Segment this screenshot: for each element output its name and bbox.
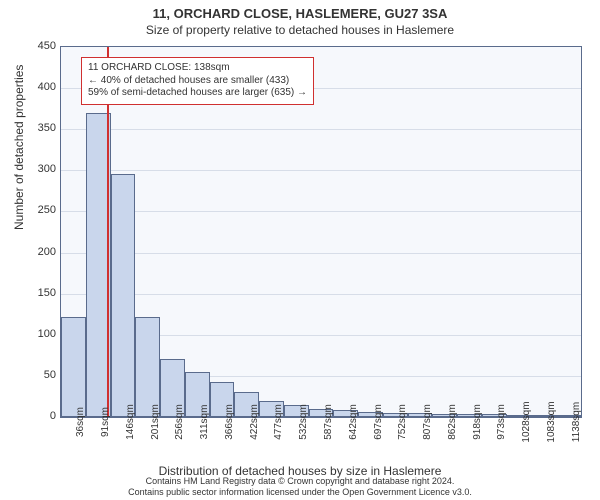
x-tick: 366sqm — [224, 404, 235, 440]
footer-line-2: Contains public sector information licen… — [0, 487, 600, 498]
histogram-bar — [61, 317, 86, 417]
x-tick: 697sqm — [373, 404, 384, 440]
y-tick: 350 — [16, 122, 56, 134]
annotation-line-2: ← 40% of detached houses are smaller (43… — [88, 75, 307, 88]
x-tick: 587sqm — [323, 404, 334, 440]
gridline — [61, 253, 581, 254]
x-tick: 642sqm — [348, 404, 359, 440]
annotation-box: 11 ORCHARD CLOSE: 138sqm ← 40% of detach… — [81, 57, 314, 105]
x-tick: 422sqm — [249, 404, 260, 440]
x-tick: 1083sqm — [546, 401, 557, 442]
annotation-line-3: 59% of semi-detached houses are larger (… — [88, 87, 307, 100]
x-tick: 477sqm — [273, 404, 284, 440]
chart-title: 11, ORCHARD CLOSE, HASLEMERE, GU27 3SA — [0, 0, 600, 21]
x-tick: 532sqm — [298, 404, 309, 440]
footer-line-1: Contains HM Land Registry data © Crown c… — [0, 476, 600, 487]
x-tick: 1028sqm — [521, 401, 532, 442]
y-tick: 50 — [16, 369, 56, 381]
x-tick: 311sqm — [199, 405, 210, 440]
x-tick: 146sqm — [125, 404, 136, 440]
y-tick: 300 — [16, 163, 56, 175]
gridline — [61, 211, 581, 212]
x-tick: 973sqm — [496, 404, 507, 440]
x-tick: 1138sqm — [571, 402, 582, 442]
gridline — [61, 294, 581, 295]
x-tick: 91sqm — [100, 407, 111, 437]
x-tick: 201sqm — [150, 404, 161, 440]
gridline — [61, 170, 581, 171]
gridline — [61, 129, 581, 130]
annotation-line-1: 11 ORCHARD CLOSE: 138sqm — [88, 62, 307, 75]
y-tick: 200 — [16, 246, 56, 258]
chart-footer: Contains HM Land Registry data © Crown c… — [0, 476, 600, 498]
y-tick: 250 — [16, 204, 56, 216]
x-tick: 807sqm — [422, 404, 433, 440]
x-tick: 752sqm — [397, 404, 408, 440]
x-tick: 36sqm — [75, 407, 86, 437]
plot-area: 11 ORCHARD CLOSE: 138sqm ← 40% of detach… — [60, 46, 582, 418]
x-tick: 918sqm — [472, 404, 483, 440]
y-tick: 450 — [16, 40, 56, 52]
histogram-bar — [111, 174, 136, 417]
y-tick: 400 — [16, 81, 56, 93]
y-tick: 150 — [16, 287, 56, 299]
x-tick: 256sqm — [174, 404, 185, 440]
chart-subtitle: Size of property relative to detached ho… — [0, 21, 600, 37]
y-tick: 0 — [16, 410, 56, 422]
y-tick: 100 — [16, 328, 56, 340]
histogram-bar — [135, 317, 160, 417]
x-tick: 862sqm — [447, 404, 458, 440]
histogram-chart: 11, ORCHARD CLOSE, HASLEMERE, GU27 3SA S… — [0, 0, 600, 500]
